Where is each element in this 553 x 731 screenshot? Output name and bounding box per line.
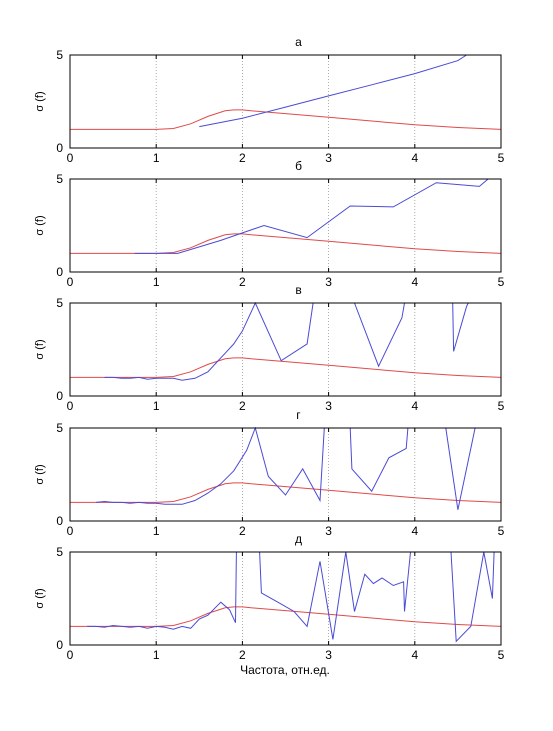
y-axis-label: σ (f): [34, 91, 46, 111]
y-axis-label: σ (f): [34, 339, 46, 359]
x-tick-label: 1: [153, 524, 160, 538]
x-axis-label: Частота, отн.ед.: [240, 663, 330, 677]
y-axis-label: σ (f): [34, 215, 46, 235]
plot-area: [70, 552, 501, 645]
series-line-blue: [199, 54, 467, 128]
y-tick-label: 0: [56, 265, 63, 279]
x-tick-label: 0: [67, 275, 74, 289]
series-line-blue: [134, 178, 489, 254]
plot-area: [70, 303, 501, 396]
x-tick-label: 1: [153, 648, 160, 662]
x-tick-label: 0: [67, 151, 74, 165]
axes-frame: [69, 178, 502, 273]
x-tick-label: 1: [153, 399, 160, 413]
x-tick-label: 1: [153, 275, 160, 289]
y-tick-label: 5: [56, 545, 63, 559]
axes-frame: [69, 302, 502, 397]
plot-area: [70, 55, 501, 148]
x-tick-label: 3: [325, 524, 332, 538]
plot-area: [70, 428, 501, 521]
x-tick-label: 3: [325, 275, 332, 289]
subplot-5: 0 1 2 3 4 5 0 5 д σ (f): [34, 532, 505, 662]
y-tick-label: 5: [56, 172, 63, 186]
subplot-title: а: [295, 35, 302, 49]
series-line-blue: [95, 427, 325, 505]
series-line-blue: [450, 551, 495, 643]
subplot-3: 0 1 2 3 4 5 0 5 в σ (f): [34, 283, 505, 413]
x-tick-label: 0: [67, 524, 74, 538]
subplot-2: 0 1 2 3 4 5 0 5 б σ (f): [34, 159, 505, 289]
x-tick-label: 3: [325, 151, 332, 165]
x-tick-label: 3: [325, 399, 332, 413]
y-tick-label: 0: [56, 514, 63, 528]
x-tick-label: 0: [67, 399, 74, 413]
x-tick-label: 4: [411, 524, 418, 538]
series-line-blue: [445, 427, 476, 510]
series-line-blue: [87, 551, 237, 630]
x-tick-label: 2: [239, 275, 246, 289]
subplot-title: г: [296, 408, 301, 422]
x-tick-label: 4: [411, 275, 418, 289]
axes-frame: [69, 54, 502, 149]
x-tick-label: 1: [153, 151, 160, 165]
y-tick-label: 5: [56, 296, 63, 310]
subplot-title: в: [295, 283, 301, 297]
y-tick-label: 0: [56, 638, 63, 652]
axes-frame: [69, 551, 502, 646]
y-axis-label: σ (f): [34, 464, 46, 484]
x-tick-label: 4: [411, 648, 418, 662]
x-tick-label: 5: [498, 275, 505, 289]
x-tick-label: 2: [239, 648, 246, 662]
subplot-4: 0 1 2 3 4 5 0 5 г σ (f): [34, 408, 505, 538]
x-tick-label: 5: [498, 151, 505, 165]
subplot-1: 0 1 2 3 4 5 0 5 а σ (f): [34, 35, 505, 165]
x-tick-label: 0: [67, 648, 74, 662]
series-line-red: [70, 109, 501, 130]
y-tick-label: 0: [56, 389, 63, 403]
y-axis-label: σ (f): [34, 588, 46, 608]
x-tick-label: 2: [239, 151, 246, 165]
x-tick-label: 4: [411, 399, 418, 413]
y-tick-label: 5: [56, 421, 63, 435]
series-line-blue: [349, 427, 409, 493]
y-tick-label: 0: [56, 141, 63, 155]
x-tick-label: 3: [325, 648, 332, 662]
series-line-blue: [104, 302, 314, 381]
plot-area: [70, 179, 501, 272]
axes-frame: [69, 427, 502, 522]
x-tick-label: 5: [498, 648, 505, 662]
series-line-blue: [259, 551, 411, 640]
subplot-title: д: [295, 532, 302, 546]
x-tick-label: 2: [239, 399, 246, 413]
series-line-blue: [452, 302, 469, 352]
x-tick-label: 4: [411, 151, 418, 165]
y-tick-label: 5: [56, 48, 63, 62]
series-line-blue: [354, 302, 405, 368]
x-tick-label: 5: [498, 524, 505, 538]
x-tick-label: 2: [239, 524, 246, 538]
subplot-title: б: [295, 159, 302, 173]
x-tick-label: 5: [498, 399, 505, 413]
